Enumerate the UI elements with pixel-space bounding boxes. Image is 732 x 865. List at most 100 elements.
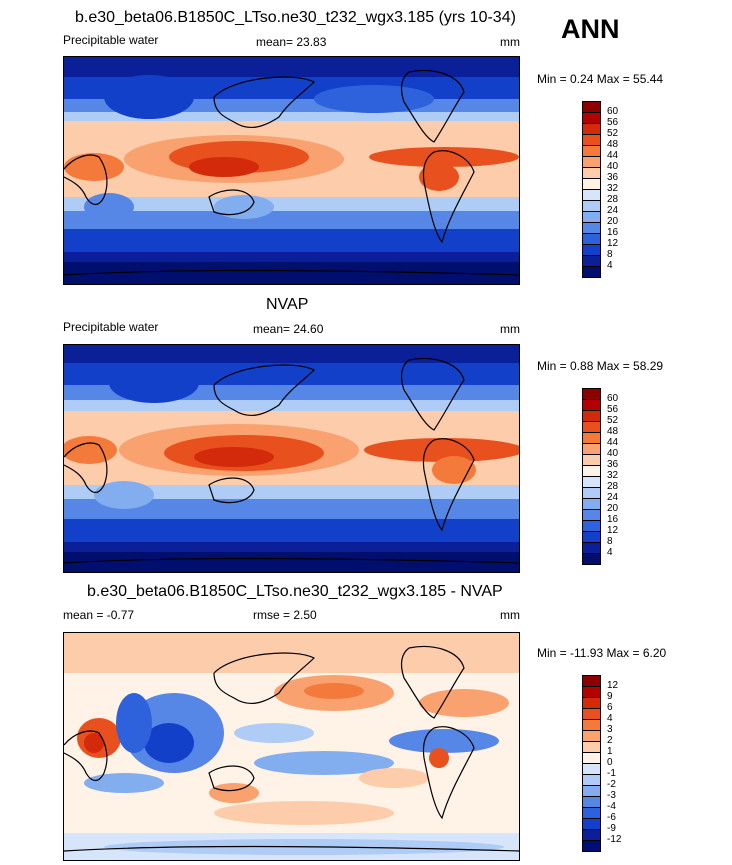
colorbar-box: [582, 520, 601, 531]
colorbar-box: [582, 553, 601, 565]
colorbar-label: 28: [607, 194, 619, 205]
colorbar-label: 60: [607, 393, 619, 404]
panel1-title: b.e30_beta06.B1850C_LTso.ne30_t232_wgx3.…: [75, 9, 516, 26]
colorbar-label: 4: [607, 713, 613, 724]
colorbar-label: 12: [607, 680, 619, 691]
colorbar-box: [582, 443, 601, 454]
colorbar-box: [582, 134, 601, 145]
colorbar-box: [582, 686, 601, 697]
colorbar-label: 36: [607, 459, 619, 470]
colorbar-box: [582, 509, 601, 520]
colorbar-box: [582, 123, 601, 134]
colorbar-box: [582, 454, 601, 465]
colorbar-label: 40: [607, 161, 619, 172]
colorbar-box: [582, 675, 601, 686]
colorbar-label: 12: [607, 238, 619, 249]
colorbar-label: 20: [607, 216, 619, 227]
colorbar-box: [582, 785, 601, 796]
colorbar-label: 44: [607, 150, 619, 161]
colorbar-box: [582, 145, 601, 156]
colorbar-label: 6: [607, 702, 613, 713]
panel2-mean: mean= 24.60: [253, 322, 324, 336]
colorbar-box: [582, 244, 601, 255]
colorbar-label: 48: [607, 139, 619, 150]
colorbar-label: 20: [607, 503, 619, 514]
colorbar-box: [582, 498, 601, 509]
colorbar-box: [582, 167, 601, 178]
panel3-units: mm: [500, 608, 520, 622]
colorbar-label: -12: [607, 834, 622, 845]
colorbar-box: [582, 531, 601, 542]
colorbar-label: 36: [607, 172, 619, 183]
colorbar-label: 3: [607, 724, 613, 735]
colorbar-label: 2: [607, 735, 613, 746]
colorbar-box: [582, 432, 601, 443]
colorbar-label: -1: [607, 768, 616, 779]
panel1-units: mm: [500, 35, 520, 49]
colorbar-box: [582, 476, 601, 487]
colorbar-label: 32: [607, 183, 619, 194]
colorbar-box: [582, 465, 601, 476]
panel3-rmse: rmse = 2.50: [253, 608, 317, 622]
panel3-mean: mean = -0.77: [63, 608, 135, 622]
colorbar-box: [582, 222, 601, 233]
colorbar-box: [582, 410, 601, 421]
colorbar-box: [582, 542, 601, 553]
colorbar-label: 8: [607, 536, 613, 547]
colorbar-label: -4: [607, 801, 616, 812]
colorbar-box: [582, 719, 601, 730]
panel3-colorbar: 12 9 6 4 3 2 1 0 -1 -2 -3 -4 -6 -9 -12: [582, 675, 642, 855]
colorbar-box: [582, 840, 601, 852]
colorbar-box: [582, 189, 601, 200]
colorbar-box: [582, 796, 601, 807]
colorbar-box: [582, 255, 601, 266]
colorbar-label: 4: [607, 547, 613, 558]
colorbar-label: 60: [607, 106, 619, 117]
colorbar-label: 16: [607, 227, 619, 238]
colorbar-box: [582, 487, 601, 498]
colorbar-box: [582, 388, 601, 399]
colorbar-box: [582, 763, 601, 774]
colorbar-box: [582, 730, 601, 741]
colorbar-label: 12: [607, 525, 619, 536]
colorbar-label: 24: [607, 205, 619, 216]
panel1-variable: Precipitable water: [63, 33, 159, 47]
colorbar-label: 9: [607, 691, 613, 702]
colorbar-box: [582, 211, 601, 222]
colorbar-label: -6: [607, 812, 616, 823]
colorbar-label: 44: [607, 437, 619, 448]
colorbar-box: [582, 697, 601, 708]
colorbar-label: 8: [607, 249, 613, 260]
panel1-colorbar: 60 56 52 48 44 40 36 32 28 24 20 16 12 8 4: [582, 101, 642, 281]
panel2-map: [63, 344, 520, 573]
panel1-map: [63, 56, 520, 285]
colorbar-label: 24: [607, 492, 619, 503]
colorbar-box: [582, 807, 601, 818]
panel1-minmax: Min = 0.24 Max = 55.44: [537, 72, 664, 86]
colorbar-box: [582, 266, 601, 278]
panel2-variable: Precipitable water: [63, 320, 159, 334]
panel3-minmax: Min = -11.93 Max = 6.20: [537, 646, 667, 660]
panel3-map: [63, 632, 520, 861]
colorbar-box: [582, 818, 601, 829]
colorbar-label: 56: [607, 404, 619, 415]
colorbar-box: [582, 112, 601, 123]
colorbar-box: [582, 708, 601, 719]
colorbar-label: 32: [607, 470, 619, 481]
colorbar-label: 56: [607, 117, 619, 128]
panel1-map-svg: [64, 57, 519, 284]
colorbar-box: [582, 156, 601, 167]
colorbar-label: 48: [607, 426, 619, 437]
colorbar-box: [582, 421, 601, 432]
colorbar-label: 40: [607, 448, 619, 459]
panel3-map-svg: [64, 633, 519, 860]
colorbar-label: 52: [607, 415, 619, 426]
colorbar-label: 1: [607, 746, 613, 757]
panel1-mean: mean= 23.83: [256, 35, 327, 49]
colorbar-box: [582, 829, 601, 840]
panel3-title: b.e30_beta06.B1850C_LTso.ne30_t232_wgx3.…: [87, 583, 503, 600]
season-label: ANN: [561, 14, 620, 44]
colorbar-label: 16: [607, 514, 619, 525]
panel2-colorbar: 60 56 52 48 44 40 36 32 28 24 20 16 12 8 4: [582, 388, 642, 568]
colorbar-label: 52: [607, 128, 619, 139]
